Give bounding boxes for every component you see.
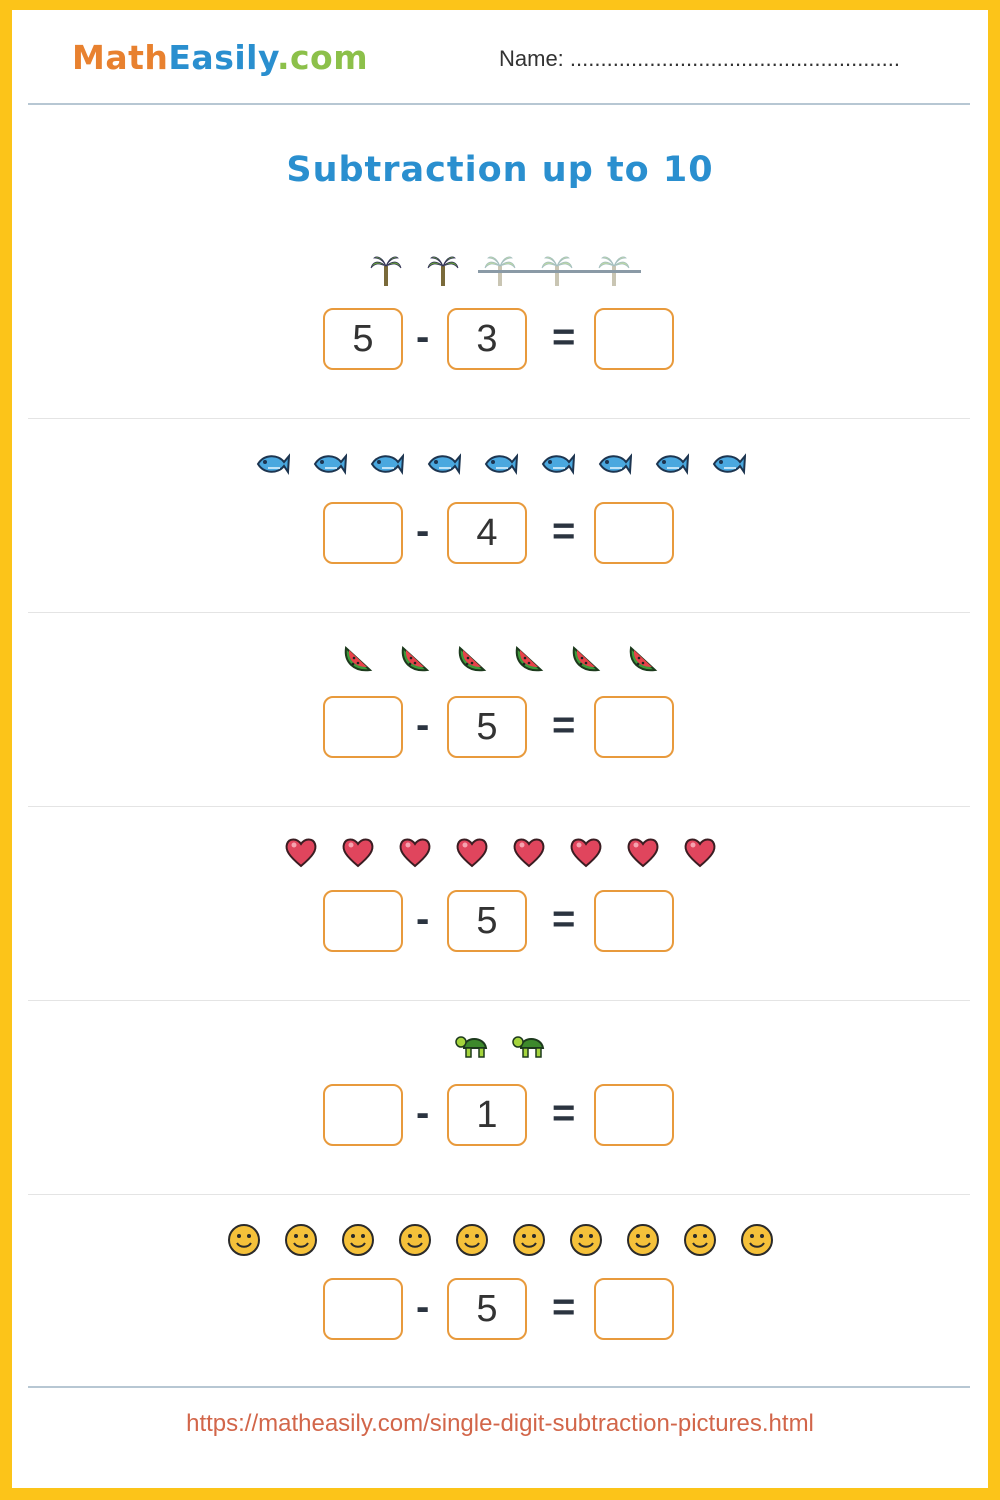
palm-tree-icon [598, 256, 630, 286]
subtrahend-box[interactable]: 5 [447, 1278, 527, 1340]
watermelon-icon [572, 645, 600, 672]
fish-icon [598, 453, 632, 476]
watermelon-icon [629, 645, 657, 672]
equals-sign: = [552, 509, 576, 553]
minuend-box[interactable] [323, 890, 403, 952]
palm-tree-icon [427, 256, 459, 286]
fish-icon [655, 453, 689, 476]
fish-icon [427, 453, 461, 476]
row-divider [28, 418, 970, 419]
heart-icon [456, 838, 487, 868]
heart-icon [627, 838, 658, 868]
smiley-icon [227, 1224, 260, 1256]
minuend-box[interactable] [323, 1084, 403, 1146]
minuend-box[interactable]: 5 [323, 308, 403, 370]
row-divider [28, 612, 970, 613]
smiley-icon [683, 1224, 716, 1256]
watermelon-icon [401, 645, 429, 672]
picture-group [12, 252, 988, 288]
answer-box[interactable] [594, 1278, 674, 1340]
footer-divider [28, 1386, 970, 1388]
picture-group [12, 834, 988, 870]
smiley-icon [569, 1224, 602, 1256]
watermelon-icon [344, 645, 372, 672]
picture-group [12, 446, 988, 482]
minuend-box[interactable] [323, 502, 403, 564]
smiley-icon [284, 1224, 317, 1256]
smiley-icon [512, 1224, 545, 1256]
worksheet: MathEasily.com Name: ...................… [12, 10, 988, 1488]
logo-com: .com [276, 38, 369, 77]
equals-sign: = [552, 703, 576, 747]
subtrahend-box[interactable]: 5 [447, 696, 527, 758]
answer-box[interactable] [594, 890, 674, 952]
logo: MathEasily.com [72, 38, 368, 77]
heart-icon [342, 838, 373, 868]
turtle-icon [511, 1036, 544, 1058]
problem-row: - 1 = [12, 1001, 988, 1195]
minuend-box[interactable] [323, 1278, 403, 1340]
row-divider [28, 1000, 970, 1001]
picture-group [12, 1222, 988, 1258]
equals-sign: = [552, 897, 576, 941]
fish-icon [541, 453, 575, 476]
picture-group [12, 640, 988, 676]
subtrahend-box[interactable]: 5 [447, 890, 527, 952]
fish-icon [313, 453, 347, 476]
problem-row: - 5 = [12, 613, 988, 807]
smiley-icon [398, 1224, 431, 1256]
logo-easily: Easily [168, 38, 277, 77]
answer-box[interactable] [594, 308, 674, 370]
row-divider [28, 806, 970, 807]
row-divider [28, 1194, 970, 1195]
minuend-box[interactable] [323, 696, 403, 758]
fish-icon [370, 453, 404, 476]
page-title: Subtraction up to 10 [286, 150, 714, 190]
heart-icon [285, 838, 316, 868]
strike-line [478, 270, 641, 273]
subtrahend-box[interactable]: 4 [447, 502, 527, 564]
header-divider [28, 103, 970, 105]
subtrahend-box[interactable]: 1 [447, 1084, 527, 1146]
minus-sign: - [416, 509, 430, 553]
palm-tree-icon [541, 256, 573, 286]
name-field[interactable]: Name: ..................................… [499, 46, 900, 71]
watermelon-icon [458, 645, 486, 672]
problem-row: - 5 = [12, 807, 988, 1001]
problem-row: 5 - 3 = [12, 225, 988, 419]
subtrahend-box[interactable]: 3 [447, 308, 527, 370]
footer-url[interactable]: https://matheasily.com/single-digit-subt… [186, 1410, 814, 1437]
minus-sign: - [416, 1091, 430, 1135]
fish-icon [256, 453, 290, 476]
minus-sign: - [416, 315, 430, 359]
smiley-icon [626, 1224, 659, 1256]
equals-sign: = [552, 315, 576, 359]
heart-icon [513, 838, 544, 868]
minus-sign: - [416, 1285, 430, 1329]
minus-sign: - [416, 897, 430, 941]
minus-sign: - [416, 703, 430, 747]
fish-icon [484, 453, 518, 476]
palm-tree-icon [370, 256, 402, 286]
picture-group [12, 1028, 988, 1064]
turtle-icon [454, 1036, 487, 1058]
palm-tree-icon [484, 256, 516, 286]
problem-row: - 5 = [12, 1195, 988, 1389]
heart-icon [684, 838, 715, 868]
fish-icon [712, 453, 746, 476]
logo-math: Math [72, 38, 169, 77]
answer-box[interactable] [594, 502, 674, 564]
heart-icon [399, 838, 430, 868]
equals-sign: = [552, 1285, 576, 1329]
problem-row: - 4 = [12, 419, 988, 613]
smiley-icon [455, 1224, 488, 1256]
watermelon-icon [515, 645, 543, 672]
answer-box[interactable] [594, 696, 674, 758]
smiley-icon [341, 1224, 374, 1256]
smiley-icon [740, 1224, 773, 1256]
answer-box[interactable] [594, 1084, 674, 1146]
heart-icon [570, 838, 601, 868]
equals-sign: = [552, 1091, 576, 1135]
